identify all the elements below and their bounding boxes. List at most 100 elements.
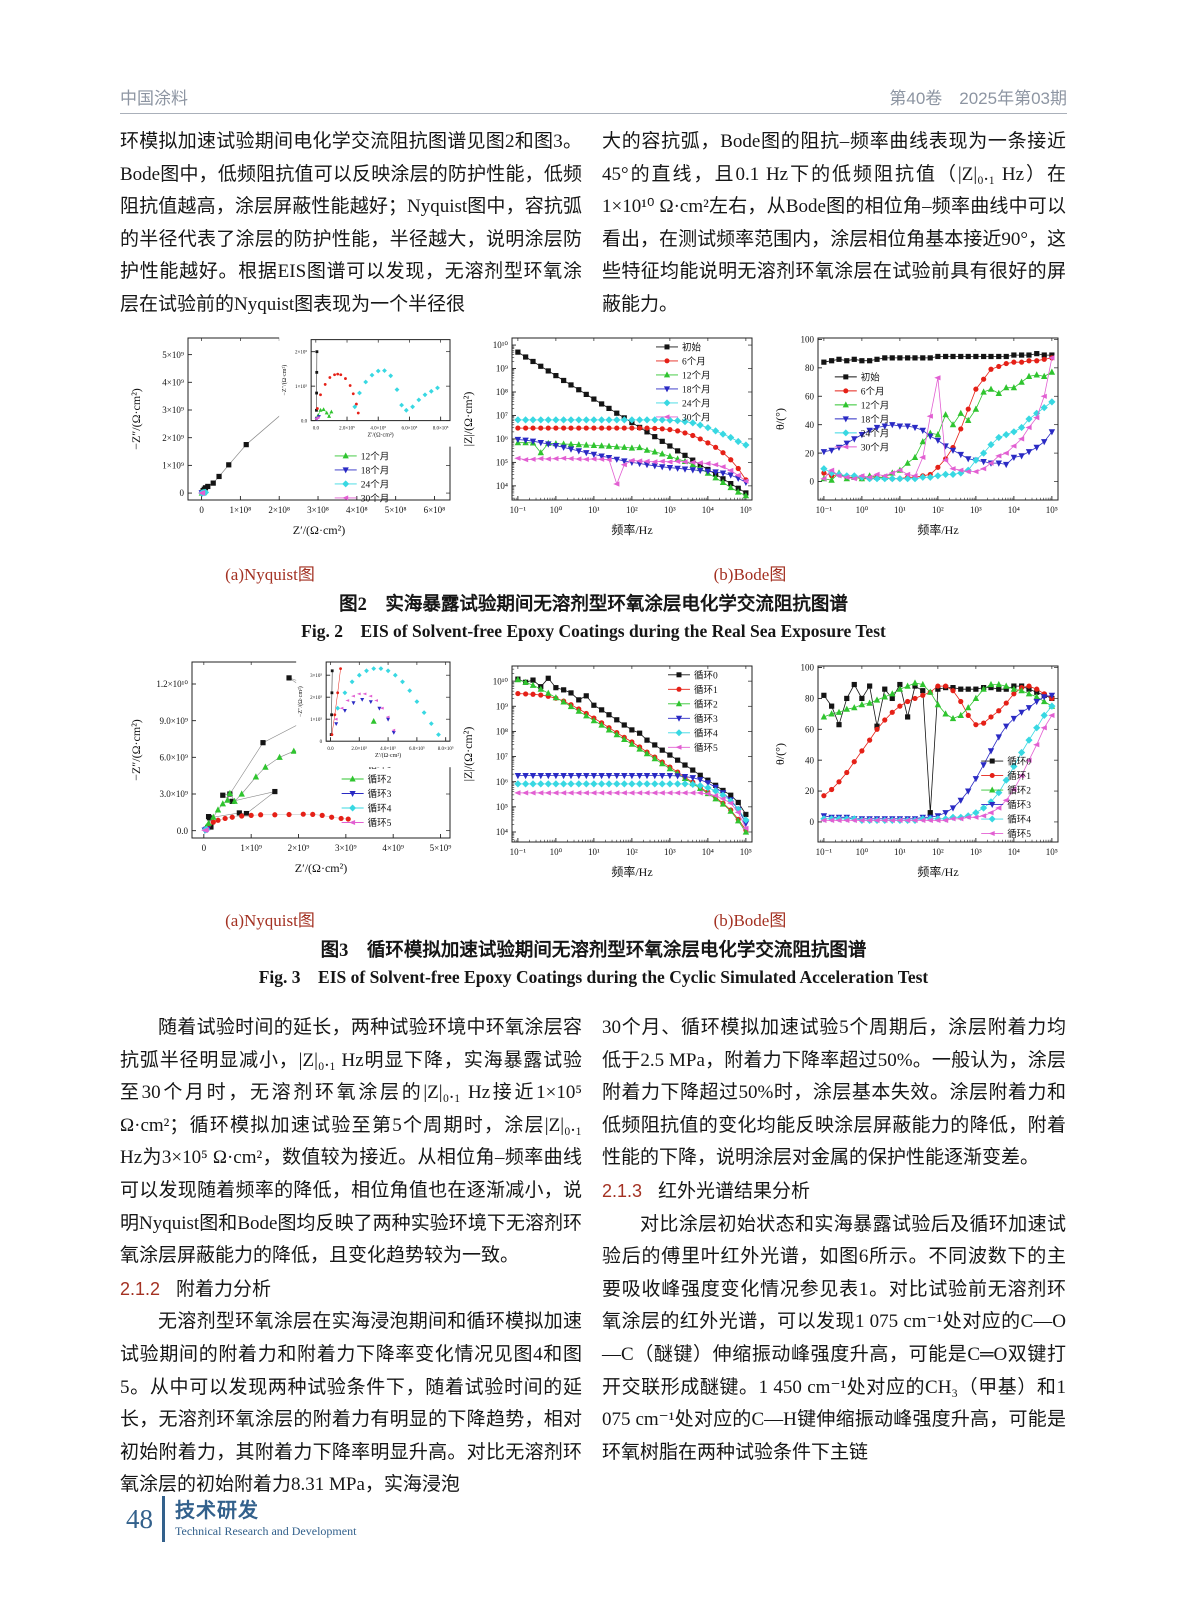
svg-text:2×10⁵: 2×10⁵	[310, 695, 322, 701]
svg-text:循环3: 循环3	[1007, 799, 1031, 811]
svg-text:10⁻¹: 10⁻¹	[816, 847, 833, 857]
svg-text:10³: 10³	[664, 847, 676, 857]
fig2-title-en: Fig. 2 EIS of Solvent-free Epoxy Coating…	[301, 621, 886, 641]
svg-text:24个月: 24个月	[682, 398, 711, 409]
header-rule	[120, 113, 1067, 114]
fig2a-svg: 0 1×10⁸ 2×10⁸ 3×10⁸ 4×10⁸ 5×10⁸ 6×10⁸ 0 1×10⁹ 2×1…	[129, 334, 453, 537]
fig2-bode-phase-plot: 10⁻¹ 10⁰ 10¹ 10² 10³ 10⁴ 10⁵ 0 20 40 60 80 100 频率/Hz θ…	[772, 328, 1068, 559]
svg-text:12个月: 12个月	[361, 451, 390, 462]
svg-text:−Z″/(Ω·cm²): −Z″/(Ω·cm²)	[129, 719, 143, 781]
svg-text:3×10⁹: 3×10⁹	[162, 405, 184, 415]
svg-text:9.0×10⁹: 9.0×10⁹	[160, 716, 188, 726]
svg-text:Z′/(Ω·cm²): Z′/(Ω·cm²)	[375, 752, 401, 759]
svg-text:循环3: 循环3	[368, 788, 392, 800]
svg-text:循环4: 循环4	[368, 803, 392, 815]
svg-text:6.0×10⁹: 6.0×10⁹	[160, 752, 188, 762]
svg-text:循环2: 循环2	[368, 774, 392, 786]
svg-text:10¹: 10¹	[894, 505, 906, 515]
section-title: 红外光谱结果分析	[658, 1180, 811, 1202]
svg-text:10⁴: 10⁴	[702, 505, 714, 515]
svg-text:10³: 10³	[970, 847, 982, 857]
svg-text:100: 100	[801, 663, 815, 673]
svg-text:10²: 10²	[932, 505, 944, 515]
section-title: 附着力分析	[176, 1278, 272, 1300]
svg-text:10¹: 10¹	[588, 505, 600, 515]
fig2-subcaption-a: (a)Nyquist图	[225, 565, 315, 584]
column-right-bottom: 30个月、循环模拟加速试验5个周期后，涂层附着力均低于2.5 MPa，附着力下降…	[602, 1012, 1066, 1469]
svg-text:40: 40	[805, 755, 815, 765]
svg-text:12个月: 12个月	[861, 400, 890, 411]
fig3-subcaption-a: (a)Nyquist图	[225, 911, 315, 930]
svg-text:10⁰: 10⁰	[550, 505, 563, 515]
svg-text:10⁻¹: 10⁻¹	[510, 847, 527, 857]
svg-text:0: 0	[320, 740, 323, 745]
fig2b-svg: 10⁻¹ 10⁰ 10¹ 10² 10³ 10⁴ 10⁵ 10⁴ 10⁵ 10⁶ 10⁷ 10⁸ 10⁹…	[461, 337, 753, 537]
svg-text:1×10⁵: 1×10⁵	[295, 384, 307, 390]
svg-text:10⁵: 10⁵	[740, 505, 752, 515]
svg-text:6个月: 6个月	[682, 356, 706, 367]
paragraph: 大的容抗弧，Bode图的阻抗–频率曲线表现为一条接近45°的直线，且0.1 Hz…	[602, 131, 1066, 315]
svg-text:10¹⁰: 10¹⁰	[493, 340, 509, 350]
svg-text:频率/Hz: 频率/Hz	[611, 864, 652, 879]
svg-text:0: 0	[180, 488, 185, 498]
svg-text:10⁵: 10⁵	[496, 802, 508, 812]
fig2-bode-impedance-plot: 10⁻¹ 10⁰ 10¹ 10² 10³ 10⁴ 10⁵ 10⁴ 10⁵ 10⁶ 10⁷ 10⁸ 10⁹…	[461, 328, 762, 559]
fig2c-svg: 10⁻¹ 10⁰ 10¹ 10² 10³ 10⁴ 10⁵ 0 20 40 60 80 100 频率/Hz θ…	[773, 335, 1059, 537]
svg-text:60: 60	[805, 724, 815, 734]
page-number: 48	[126, 1503, 153, 1534]
svg-text:4.0×10⁵: 4.0×10⁵	[380, 746, 396, 752]
svg-text:循环5: 循环5	[1007, 828, 1031, 840]
svg-text:循环5: 循环5	[694, 742, 718, 754]
footer-divider	[162, 1496, 165, 1542]
section-heading-2-1-2: 2.1.2 附着力分析	[120, 1273, 582, 1307]
svg-text:10⁵: 10⁵	[1046, 847, 1058, 857]
svg-text:频率/Hz: 频率/Hz	[611, 522, 652, 537]
svg-text:6个月: 6个月	[861, 386, 885, 397]
svg-text:4.0×10⁵: 4.0×10⁵	[370, 426, 386, 432]
page-footer: 48 技术研发 Technical Research and Developme…	[126, 1496, 356, 1542]
fig2-subcaption-b: (b)Bode图	[713, 565, 787, 584]
svg-text:−Z″/(Ω·cm²): −Z″/(Ω·cm²)	[281, 365, 288, 396]
svg-text:10⁸: 10⁸	[496, 727, 508, 737]
svg-text:1×10⁵: 1×10⁵	[310, 717, 322, 723]
svg-text:80: 80	[805, 694, 815, 704]
svg-text:3×10⁹: 3×10⁹	[335, 843, 357, 853]
fig3c-svg: 10⁻¹ 10⁰ 10¹ 10² 10³ 10⁴ 10⁵ 0 20 40 60 80 100 频率/Hz θ…	[773, 663, 1059, 879]
svg-text:2.0×10⁵: 2.0×10⁵	[351, 746, 367, 752]
paragraph: 对比涂层初始状态和实海暴露试验后及循环加速试验后的傅里叶红外光谱，如图6所示。不…	[602, 1213, 1066, 1463]
svg-text:−Z″/(Ω·cm²): −Z″/(Ω·cm²)	[129, 388, 143, 450]
page-header: 中国涂料 第40卷 2025年第03期	[120, 84, 1067, 109]
fig3-title-cn: 图3 循环模拟加速试验期间无溶剂型环氧涂层电化学交流阻抗图谱	[320, 941, 867, 961]
fig3-nyquist-plot: 0 1×10⁹ 2×10⁹ 3×10⁹ 4×10⁹ 5×10⁹ 0.0 3.0×10⁹ 6.0×…	[124, 650, 458, 905]
svg-text:0.0: 0.0	[327, 747, 334, 752]
svg-text:6.0×10⁵: 6.0×10⁵	[402, 426, 418, 432]
svg-text:18个月: 18个月	[861, 414, 890, 425]
svg-text:1×10⁸: 1×10⁸	[230, 505, 252, 515]
svg-text:4×10⁸: 4×10⁸	[346, 505, 368, 515]
svg-text:Z′/(Ω·cm²): Z′/(Ω·cm²)	[295, 861, 347, 875]
svg-text:循环1: 循环1	[1007, 770, 1031, 782]
svg-text:20: 20	[805, 448, 815, 458]
svg-text:10⁶: 10⁶	[496, 777, 508, 787]
svg-text:10⁵: 10⁵	[740, 847, 752, 857]
paragraph: 30个月、循环模拟加速试验5个周期后，涂层附着力均低于2.5 MPa，附着力下降…	[602, 1017, 1066, 1169]
svg-text:5×10⁸: 5×10⁸	[385, 505, 407, 515]
svg-text:循环0: 循环0	[694, 669, 718, 681]
svg-text:Z′/(Ω·cm²): Z′/(Ω·cm²)	[367, 432, 393, 439]
svg-text:0.0: 0.0	[177, 826, 189, 836]
svg-text:8.0×10⁵: 8.0×10⁵	[433, 426, 449, 432]
svg-text:60: 60	[805, 391, 815, 401]
svg-text:10⁴: 10⁴	[1008, 505, 1020, 515]
svg-text:循环2: 循环2	[694, 698, 718, 710]
svg-text:循环3: 循环3	[694, 713, 718, 725]
column-left-top: 环模拟加速试验期间电化学交流阻抗图谱见图2和图3。Bode图中，低频阻抗值可以反…	[120, 126, 582, 322]
svg-text:5×10⁹: 5×10⁹	[162, 350, 184, 360]
footer-section-cn: 技术研发	[175, 1500, 259, 1522]
issue-info: 第40卷 2025年第03期	[889, 89, 1067, 108]
svg-text:10⁰: 10⁰	[856, 505, 869, 515]
svg-text:6.0×10⁵: 6.0×10⁵	[409, 746, 425, 752]
fig2-nyquist-plot: 0 1×10⁸ 2×10⁸ 3×10⁸ 4×10⁸ 5×10⁸ 6×10⁸ 0 1×10⁹ 2×1…	[124, 328, 458, 559]
svg-text:18个月: 18个月	[361, 465, 390, 476]
svg-text:24个月: 24个月	[361, 479, 390, 490]
